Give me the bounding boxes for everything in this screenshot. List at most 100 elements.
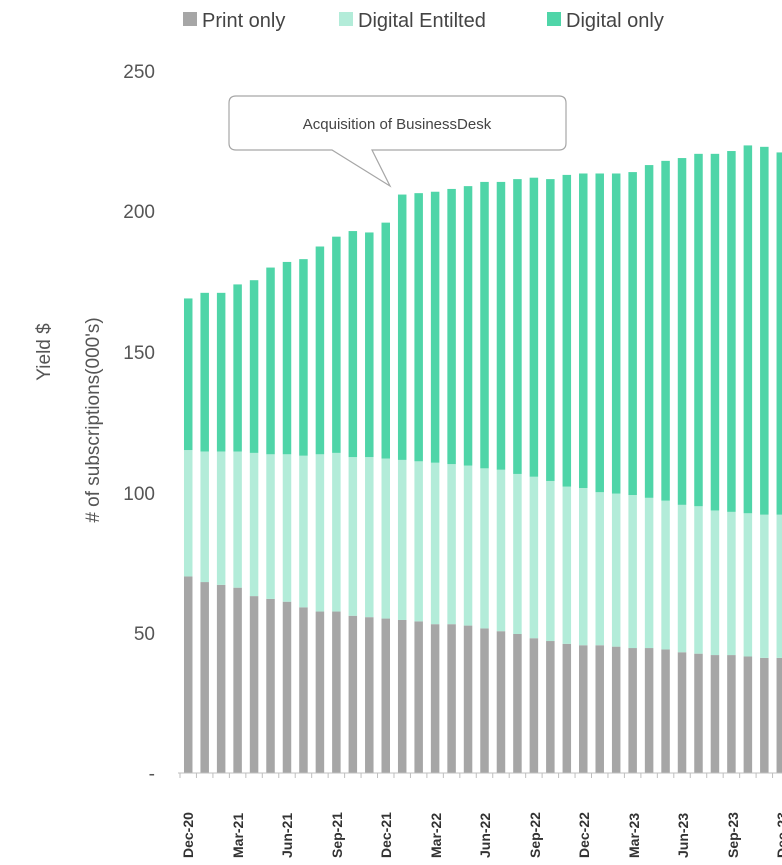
- bar-segment-print-only: [447, 624, 456, 773]
- legend-swatch-digital-only: [547, 12, 561, 26]
- bar-segment-digital-only: [463, 186, 473, 466]
- y-tick-label: 100: [123, 484, 155, 505]
- bar-segment-digital-entilted: [595, 492, 604, 646]
- bar-segment-digital-only: [661, 160, 670, 501]
- bar-segment-digital-only: [216, 292, 226, 452]
- bar-segment-digital-entilted: [266, 454, 275, 599]
- bar-segment-digital-entilted: [299, 455, 308, 608]
- bar-segment-digital-only: [529, 177, 539, 477]
- bar-segment-print-only: [644, 648, 654, 773]
- bar-segment-digital-only: [233, 284, 242, 452]
- bar-segment-print-only: [233, 587, 242, 773]
- bar-segment-print-only: [743, 656, 753, 773]
- bar-segment-print-only: [332, 611, 341, 773]
- bar-segment-digital-only: [200, 292, 209, 452]
- bar-segment-digital-entilted: [348, 457, 358, 616]
- bar-segment-digital-entilted: [430, 462, 440, 625]
- bar-segment-digital-only: [315, 246, 325, 455]
- x-axis-labels: Dec-20 Mar-21 Jun-21 Sep-21 Dec-21 Mar-2…: [180, 812, 782, 858]
- bar-segment-print-only: [381, 618, 390, 773]
- bar-segment-print-only: [661, 649, 670, 773]
- bar-segment-digital-entilted: [414, 461, 423, 622]
- x-tick-label: Jun-22: [477, 813, 493, 858]
- bar-segment-print-only: [282, 601, 292, 773]
- bar-segment-print-only: [397, 619, 407, 773]
- bar-segment-digital-only: [513, 179, 522, 474]
- bar-segment-print-only: [463, 625, 473, 773]
- bar-segment-print-only: [710, 655, 720, 773]
- bar-segment-digital-entilted: [282, 454, 292, 602]
- bar-segment-digital-entilted: [513, 473, 522, 635]
- y-axis-title: # of subscriptions(000's): [83, 317, 104, 522]
- bar-segment-print-only: [628, 648, 637, 773]
- legend-label-digital-entitled: Digital Entilted: [358, 10, 486, 32]
- bar-segment-print-only: [760, 657, 769, 773]
- bar-segment-digital-only: [266, 267, 275, 455]
- bar-segment-digital-only: [480, 181, 489, 469]
- bar-segment-digital-only: [710, 153, 720, 511]
- legend-swatch-print-only: [183, 12, 197, 26]
- bar-segment-digital-entilted: [677, 504, 687, 653]
- y-axis-outer-title: Yield $: [34, 323, 55, 381]
- bar-segment-print-only: [348, 615, 358, 773]
- bar-segment-digital-only: [365, 232, 374, 458]
- bar-segment-digital-only: [496, 181, 506, 470]
- bar-segment-digital-entilted: [447, 464, 456, 625]
- bar-segment-print-only: [677, 652, 687, 773]
- callout-text: Acquisition of BusinessDesk: [303, 116, 492, 133]
- bar-segment-digital-entilted: [644, 497, 654, 649]
- y-tick-label: 200: [123, 202, 155, 223]
- bar-segment-digital-only: [694, 153, 703, 507]
- x-tick-label: Sep-22: [527, 812, 543, 858]
- bar-segment-digital-entilted: [661, 500, 670, 650]
- bar-segment-digital-entilted: [529, 476, 539, 639]
- bar-segment-digital-only: [397, 194, 407, 460]
- bar-segment-digital-only: [743, 145, 753, 514]
- bar-segment-digital-only: [611, 173, 621, 494]
- x-tick-label: Dec-23: [774, 812, 782, 858]
- bar-segment-digital-entilted: [216, 451, 226, 585]
- bar-segment-digital-only: [183, 298, 193, 451]
- x-tick-label: Dec-22: [576, 812, 592, 858]
- bar-segment-digital-entilted: [315, 454, 325, 612]
- bar-segment-digital-only: [430, 191, 440, 463]
- bars: [183, 145, 782, 773]
- bar-segment-print-only: [299, 607, 308, 773]
- x-tick-label: Mar-21: [230, 813, 246, 858]
- bar-segment-print-only: [315, 611, 325, 773]
- legend-swatch-digital-entitled: [339, 12, 353, 26]
- bar-segment-digital-entilted: [249, 452, 259, 597]
- x-tick-label: Dec-20: [180, 812, 196, 858]
- bar-segment-print-only: [496, 631, 506, 773]
- legend-label-print-only: Print only: [202, 10, 285, 32]
- bar-segment-digital-only: [348, 231, 358, 458]
- bar-segment-print-only: [183, 576, 193, 773]
- x-tick-label: Sep-23: [725, 812, 741, 858]
- bar-segment-digital-only: [414, 193, 423, 462]
- bar-segment-digital-entilted: [760, 514, 769, 658]
- bar-segment-digital-only: [760, 146, 769, 515]
- bar-segment-digital-only: [562, 174, 572, 487]
- bar-segment-print-only: [562, 643, 572, 773]
- bar-segment-print-only: [529, 638, 539, 773]
- bar-segment-digital-only: [381, 222, 390, 459]
- bar-segment-digital-entilted: [579, 487, 588, 646]
- bar-segment-digital-only: [628, 172, 637, 496]
- bar-segment-digital-only: [332, 236, 341, 453]
- legend: Print only Digital Entilted Digital only: [183, 10, 664, 32]
- y-tick-label: 50: [134, 624, 155, 645]
- bar-segment-digital-entilted: [332, 452, 341, 612]
- x-tick-label: Jun-23: [675, 813, 691, 858]
- callout-bubble: [228, 95, 567, 188]
- bar-segment-digital-only: [299, 259, 308, 456]
- bar-segment-print-only: [249, 596, 259, 773]
- bar-segment-print-only: [200, 582, 209, 773]
- bar-segment-digital-entilted: [463, 465, 473, 626]
- bar-segment-print-only: [611, 646, 621, 773]
- bar-segment-digital-entilted: [381, 458, 390, 619]
- bar-segment-digital-entilted: [743, 513, 753, 657]
- bar-segment-digital-only: [282, 261, 292, 455]
- bar-segment-digital-entilted: [233, 451, 242, 588]
- bar-segment-print-only: [727, 655, 736, 773]
